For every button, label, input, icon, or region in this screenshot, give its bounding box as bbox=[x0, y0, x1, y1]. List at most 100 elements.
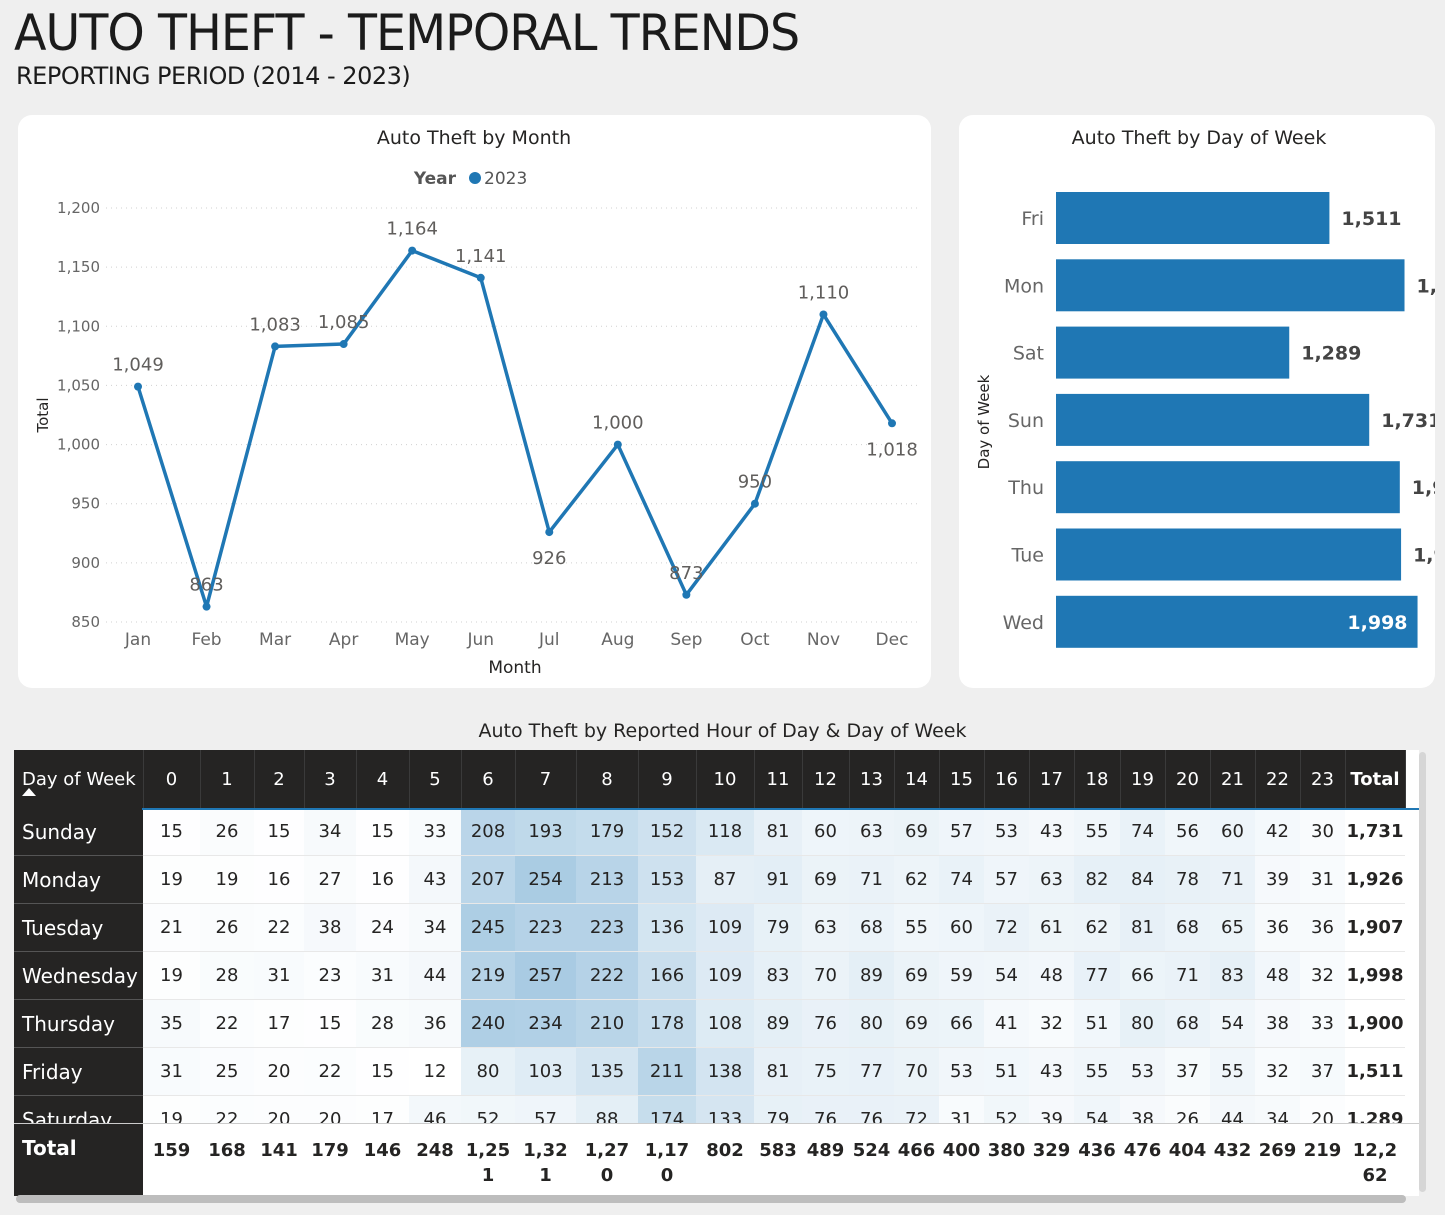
column-header-hour-6[interactable]: 6 bbox=[461, 750, 516, 808]
column-header-hour-17[interactable]: 17 bbox=[1029, 750, 1075, 808]
dow-data-label: 1,289 bbox=[1301, 343, 1361, 365]
month-line-chart-card[interactable]: Auto Theft by Month Year 2023 850 900 950 1,00… bbox=[18, 115, 931, 688]
heatmap-cell: 33 bbox=[1300, 999, 1345, 1048]
column-header-hour-4[interactable]: 4 bbox=[356, 750, 410, 808]
column-total: 179 bbox=[311, 1140, 349, 1161]
row-label[interactable]: Tuesday bbox=[14, 903, 143, 952]
header-underline bbox=[142, 808, 1419, 810]
column-header-hour-11[interactable]: 11 bbox=[754, 750, 803, 808]
month-chart-title: Auto Theft by Month bbox=[377, 127, 571, 149]
column-header-hour-23[interactable]: 23 bbox=[1300, 750, 1346, 808]
column-header-hour-22[interactable]: 22 bbox=[1255, 750, 1301, 808]
column-header-hour-2[interactable]: 2 bbox=[254, 750, 305, 808]
row-label[interactable]: Monday bbox=[14, 855, 143, 904]
row-label[interactable]: Wednesday bbox=[14, 951, 143, 1000]
column-header-hour-15[interactable]: 15 bbox=[939, 750, 985, 808]
column-header-hour-12[interactable]: 12 bbox=[802, 750, 850, 808]
heatmap-cell: 213 bbox=[576, 855, 638, 904]
heatmap-cell: 36 bbox=[1300, 903, 1345, 952]
data-point bbox=[271, 342, 280, 351]
heatmap-cell: 48 bbox=[1029, 951, 1074, 1000]
heatmap-cell: 70 bbox=[802, 951, 849, 1000]
data-label: 1,141 bbox=[455, 246, 507, 267]
data-point bbox=[339, 340, 348, 349]
heatmap-cell: 109 bbox=[696, 951, 754, 1000]
hour-dow-matrix[interactable]: Day of Week 0 1 2 3 4 5 6 7 8 9 10 11 12 13 14 15 16 17 18 1… bbox=[14, 750, 1419, 1195]
horizontal-scrollbar[interactable] bbox=[16, 1195, 1406, 1203]
column-total: 583 bbox=[759, 1140, 797, 1161]
heatmap-cell: 245 bbox=[461, 903, 515, 952]
heatmap-cell: 69 bbox=[802, 855, 849, 904]
heatmap-cell: 74 bbox=[939, 855, 984, 904]
column-header-hour-14[interactable]: 14 bbox=[894, 750, 940, 808]
heatmap-cell: 153 bbox=[638, 855, 696, 904]
column-header-hour-19[interactable]: 19 bbox=[1120, 750, 1166, 808]
row-total: 1,731 bbox=[1345, 808, 1405, 856]
heatmap-cell: 57 bbox=[939, 808, 984, 856]
dow-y-axis-label: Day of Week bbox=[975, 374, 993, 469]
heatmap-cell: 234 bbox=[515, 999, 576, 1048]
row-label[interactable]: Sunday bbox=[14, 808, 143, 856]
dow-data-label: 1,926 bbox=[1417, 275, 1435, 297]
data-label: 863 bbox=[189, 575, 223, 596]
data-point bbox=[819, 310, 828, 319]
dow-bar-chart-card[interactable]: Auto Theft by Day of Week Day of Week Fri 1… bbox=[959, 115, 1435, 688]
column-header-hour-9[interactable]: 9 bbox=[638, 750, 697, 808]
y-tick-label: 900 bbox=[71, 554, 100, 572]
matrix-total-row: Total 159 168 141 179 146 248 1,251 1,321 1,270 1… bbox=[14, 1123, 1419, 1196]
table-row: Friday 31 25 20 22 15 12 80 103 135 211 138 81 75 77 70… bbox=[14, 1047, 1405, 1096]
heatmap-cell: 56 bbox=[1165, 808, 1210, 856]
heatmap-cell: 55 bbox=[894, 903, 939, 952]
vertical-scrollbar[interactable] bbox=[1419, 752, 1426, 1192]
row-label[interactable]: Friday bbox=[14, 1047, 143, 1096]
dow-bar bbox=[1056, 595, 1418, 648]
column-header-hour-13[interactable]: 13 bbox=[849, 750, 895, 808]
data-point bbox=[202, 602, 211, 611]
column-header-hour-7[interactable]: 7 bbox=[515, 750, 577, 808]
x-tick-label: May bbox=[395, 630, 430, 650]
heatmap-cell: 17 bbox=[254, 999, 304, 1048]
dow-data-label: 1,731 bbox=[1381, 410, 1435, 432]
column-header-total[interactable]: Total bbox=[1345, 750, 1406, 808]
heatmap-cell: 38 bbox=[1255, 999, 1300, 1048]
dow-category-label: Sat bbox=[1013, 343, 1044, 365]
heatmap-cell: 55 bbox=[1074, 1047, 1120, 1096]
heatmap-cell: 15 bbox=[356, 1047, 409, 1096]
heatmap-cell: 80 bbox=[1120, 999, 1165, 1048]
heatmap-cell: 22 bbox=[200, 999, 254, 1048]
column-header-hour-8[interactable]: 8 bbox=[576, 750, 639, 808]
column-header-hour-18[interactable]: 18 bbox=[1074, 750, 1121, 808]
column-header-hour-1[interactable]: 1 bbox=[200, 750, 255, 808]
column-header-hour-10[interactable]: 10 bbox=[696, 750, 755, 808]
x-axis-label: Month bbox=[488, 658, 541, 678]
heatmap-cell: 103 bbox=[515, 1047, 576, 1096]
heatmap-cell: 63 bbox=[1029, 855, 1074, 904]
sort-ascending-icon[interactable] bbox=[22, 788, 36, 796]
data-label: 1,164 bbox=[386, 219, 438, 240]
data-label: 1,018 bbox=[866, 439, 918, 460]
column-header-hour-3[interactable]: 3 bbox=[304, 750, 357, 808]
heatmap-cell: 69 bbox=[894, 999, 939, 1048]
month-line-chart[interactable]: Auto Theft by Month Year 2023 850 900 950 1,00… bbox=[18, 115, 931, 688]
column-header-hour-16[interactable]: 16 bbox=[984, 750, 1030, 808]
heatmap-cell: 57 bbox=[984, 855, 1029, 904]
x-tick-label: Sep bbox=[670, 630, 702, 650]
data-point bbox=[888, 419, 896, 428]
heatmap-cell: 21 bbox=[143, 903, 200, 952]
dow-bar-chart[interactable]: Auto Theft by Day of Week Day of Week Fri 1… bbox=[959, 115, 1435, 688]
column-header-hour-0[interactable]: 0 bbox=[143, 750, 201, 808]
heatmap-cell: 118 bbox=[696, 808, 754, 856]
column-header-hour-5[interactable]: 5 bbox=[409, 750, 462, 808]
dow-data-label: 1,900 bbox=[1412, 477, 1435, 499]
data-label: 1,085 bbox=[318, 312, 370, 333]
column-header-hour-20[interactable]: 20 bbox=[1165, 750, 1211, 808]
heatmap-cell: 28 bbox=[356, 999, 409, 1048]
heatmap-cell: 41 bbox=[984, 999, 1029, 1048]
row-header-day-of-week[interactable]: Day of Week bbox=[14, 750, 144, 808]
heatmap-cell: 19 bbox=[200, 855, 254, 904]
heatmap-cell: 32 bbox=[1300, 951, 1345, 1000]
column-header-hour-21[interactable]: 21 bbox=[1210, 750, 1256, 808]
column-total: 269 bbox=[1258, 1140, 1297, 1161]
row-label[interactable]: Thursday bbox=[14, 999, 143, 1048]
heatmap-cell: 72 bbox=[984, 903, 1029, 952]
